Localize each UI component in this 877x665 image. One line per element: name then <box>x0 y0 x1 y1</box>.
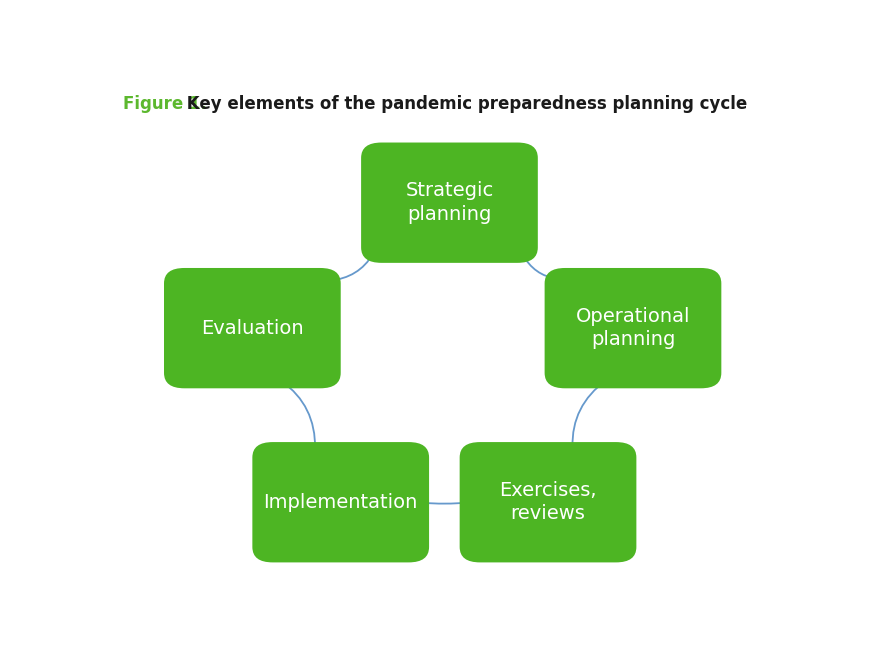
FancyArrowPatch shape <box>282 381 315 449</box>
FancyArrowPatch shape <box>573 380 606 447</box>
Text: Figure 1.: Figure 1. <box>123 95 207 113</box>
FancyArrowPatch shape <box>330 254 373 281</box>
FancyBboxPatch shape <box>545 268 722 388</box>
Text: Strategic
planning: Strategic planning <box>405 182 494 224</box>
Text: Key elements of the pandemic preparedness planning cycle: Key elements of the pandemic preparednes… <box>181 95 747 113</box>
FancyBboxPatch shape <box>253 442 429 563</box>
Text: Implementation: Implementation <box>263 493 418 512</box>
Text: Operational
planning: Operational planning <box>575 307 690 349</box>
Text: Exercises,
reviews: Exercises, reviews <box>499 481 596 523</box>
FancyBboxPatch shape <box>460 442 637 563</box>
FancyBboxPatch shape <box>361 142 538 263</box>
FancyBboxPatch shape <box>164 268 341 388</box>
FancyArrowPatch shape <box>523 254 557 279</box>
Text: Evaluation: Evaluation <box>201 319 303 338</box>
